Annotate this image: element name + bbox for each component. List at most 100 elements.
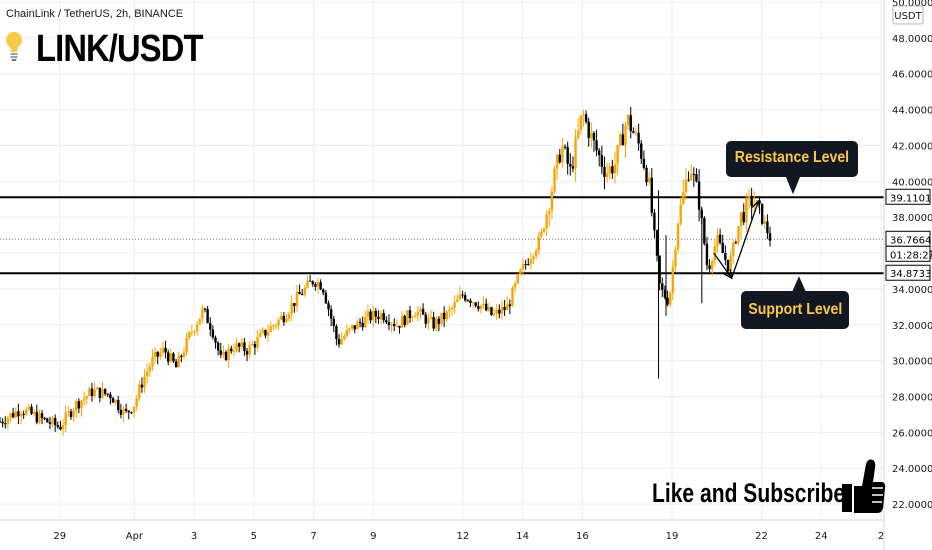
candle-body: [343, 336, 346, 340]
time-tick-label: 12: [457, 531, 470, 542]
candle-body: [358, 321, 362, 323]
candle-body: [653, 212, 656, 231]
candle-body: [729, 255, 732, 272]
resistance-price-tag-box[interactable]: [885, 188, 931, 205]
candle-body: [442, 312, 446, 320]
candle-body: [75, 401, 78, 411]
candle-body: [64, 412, 67, 426]
candle-body: [632, 131, 635, 133]
candle-body: [114, 399, 117, 403]
candle-body: [353, 325, 356, 330]
candle-body: [96, 387, 99, 390]
candle-body: [766, 221, 769, 234]
candle-body: [432, 317, 435, 329]
candle-body: [214, 337, 217, 343]
candle-body: [272, 325, 275, 327]
candle-body: [40, 413, 44, 419]
candle-body: [209, 323, 212, 330]
price-tick-label: 22.0000: [892, 500, 932, 511]
candle-body: [269, 326, 272, 332]
candle-body: [4, 423, 7, 425]
candle-body: [469, 300, 472, 304]
candle-body: [490, 307, 493, 315]
candle-body: [642, 158, 646, 168]
candle-body: [382, 313, 385, 321]
candle-body: [256, 336, 259, 348]
support-price-tag-box[interactable]: [885, 264, 931, 281]
time-tick-label: 29: [53, 531, 66, 542]
time-tick-label: 7: [310, 531, 316, 542]
candle-body: [440, 312, 443, 324]
candle-body: [80, 400, 83, 409]
candle-body: [56, 425, 60, 427]
candle-body: [521, 264, 525, 270]
candle-body: [408, 310, 412, 319]
candle-body: [508, 304, 512, 307]
candle-body: [687, 179, 690, 181]
arrow-head: [751, 199, 761, 211]
candle-body: [6, 418, 10, 424]
candle-body: [566, 147, 569, 164]
grid: [0, 0, 884, 520]
candle-body: [695, 174, 698, 182]
candle-body: [705, 243, 709, 266]
candle-body: [608, 166, 611, 174]
candle-body: [624, 125, 627, 146]
candle-body: [477, 306, 480, 309]
candle-body: [132, 406, 136, 413]
candle-body: [724, 252, 727, 260]
candle-body: [82, 398, 86, 401]
time-axis[interactable]: 29 Apr 3 5 7 9 12 14 16 19 22 24 2: [0, 519, 884, 542]
candle-body: [611, 166, 614, 174]
candle-body: [542, 228, 546, 232]
candle-body: [188, 332, 191, 338]
candle-body: [421, 308, 425, 315]
candle-body: [461, 294, 464, 296]
candle-body: [587, 121, 590, 139]
candle-body: [661, 283, 664, 290]
candle-body: [261, 329, 265, 333]
candle-body: [319, 282, 322, 290]
candle-body: [135, 398, 138, 407]
title-block: LINK/USDT: [2, 28, 230, 71]
candle-body: [637, 132, 640, 144]
candles: [0, 106, 772, 437]
candle-body: [479, 305, 483, 309]
candle-body: [411, 317, 414, 319]
level-lines: [0, 196, 884, 275]
candle-body: [138, 384, 141, 399]
price-axis[interactable]: 22.0000 24.0000 26.0000 28.0000 30.0000 32.00…: [883, 0, 932, 550]
candle-body: [222, 351, 225, 355]
candle-body: [495, 309, 498, 314]
time-tick-label: 24: [815, 531, 828, 542]
candle-body: [143, 376, 146, 388]
candle-body: [327, 303, 330, 310]
candle-body: [27, 406, 31, 410]
candle-body: [561, 146, 564, 163]
candle-body: [32, 412, 36, 414]
candle-body: [77, 401, 81, 409]
currency-badge[interactable]: [892, 5, 924, 25]
candle-body: [553, 168, 556, 192]
candle-body: [655, 230, 659, 256]
candle-body: [498, 309, 501, 314]
countdown-box: [885, 245, 931, 262]
candle-body: [316, 282, 320, 287]
candle-body: [666, 297, 669, 305]
candle-body: [590, 132, 593, 139]
candle-body: [72, 410, 75, 417]
time-tick-label: 9: [370, 531, 376, 542]
candle-body: [53, 418, 57, 426]
candle-body: [537, 236, 540, 251]
candle-body: [11, 413, 15, 418]
candle-body: [124, 408, 128, 411]
candle-body: [59, 426, 62, 430]
candle-body: [674, 249, 677, 267]
price-tick-label: 44.0000: [892, 106, 932, 117]
current-price-tag: 36.7664: [890, 235, 931, 246]
candle-body: [166, 352, 170, 362]
symbol-info[interactable]: ChainLink / TetherUS, 2h, BINANCE: [6, 8, 184, 20]
candle-body: [613, 164, 617, 174]
thumbs-up-icon: [842, 459, 886, 513]
